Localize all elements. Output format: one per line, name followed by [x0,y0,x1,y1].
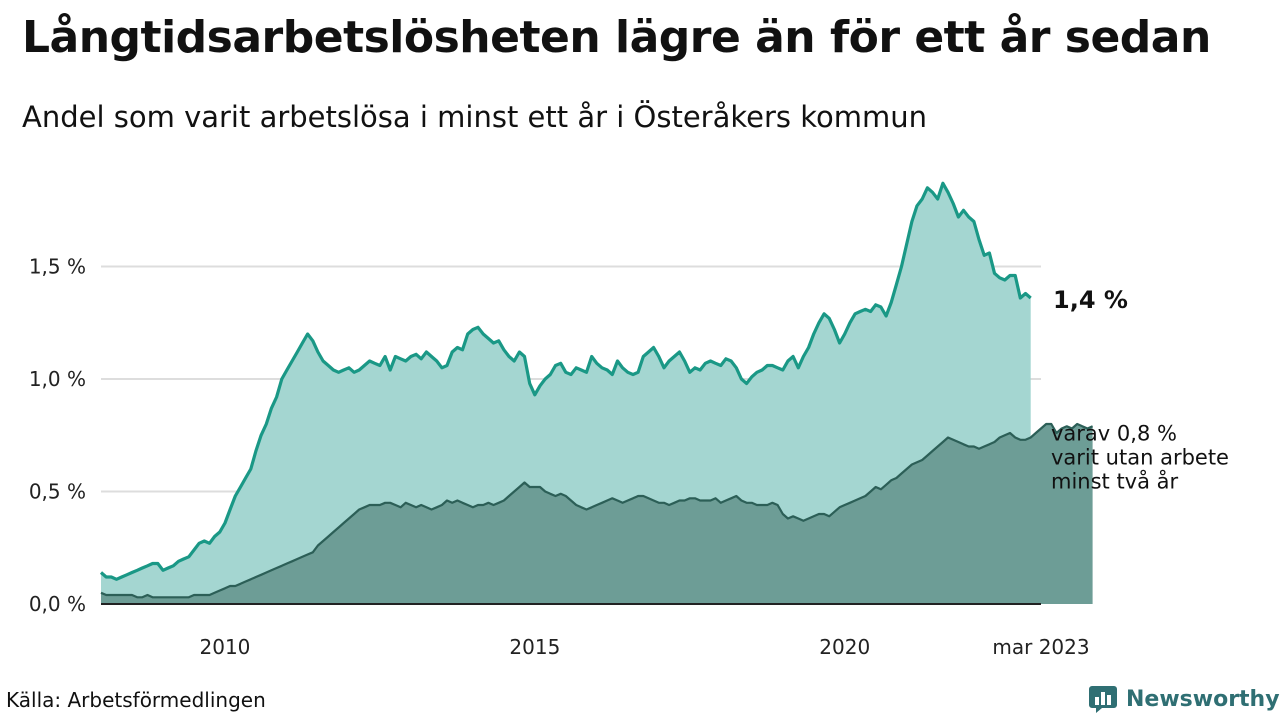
x-tick-label: mar 2023 [992,635,1089,659]
end-label-sub: varit utan arbete [1051,445,1229,469]
x-tick-label: 2010 [200,635,251,659]
chart-bars-icon [1089,686,1117,713]
end-label-total: 1,4 % [1053,286,1128,314]
y-tick-label: 0,0 % [29,592,86,616]
end-label-sub: minst två år [1051,468,1179,493]
y-tick-label: 1,0 % [29,367,86,391]
y-tick-label: 0,5 % [29,480,86,504]
series-1-line [100,422,1094,599]
series-0-area [101,183,1031,605]
chart-title: Långtidsarbetslösheten lägre än för ett … [22,12,1211,63]
series-1-area [101,424,1093,604]
newsworthy-logo[interactable]: Newsworthy [1088,684,1280,714]
series-areas [99,181,1094,605]
chart-subtitle: Andel som varit arbetslösa i minst ett å… [22,100,927,134]
x-tick-label: 2020 [819,635,870,659]
end-label-sub: varav 0,8 % [1051,421,1177,445]
axes: 0,0 % 0,5 % 1,0 % 1,5 % 2010 2015 2020 mar 2023 [29,255,1090,660]
brand-name: Newsworthy [1126,686,1280,712]
series-0-line [99,181,1032,581]
x-tick-label: 2015 [509,635,560,659]
y-tick-label: 1,5 % [29,255,86,279]
source-text: Källa: Arbetsförmedlingen [6,688,266,712]
